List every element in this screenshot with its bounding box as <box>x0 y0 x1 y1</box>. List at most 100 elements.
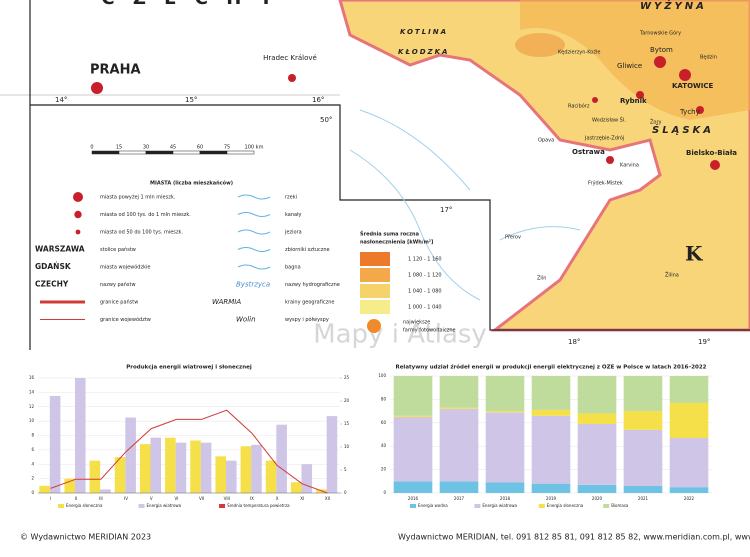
legend-sample: GDAŃSK <box>35 262 72 271</box>
scale-label: 75 <box>224 145 230 151</box>
solar-swatch <box>360 268 390 282</box>
x-tick-label: X <box>276 496 279 501</box>
legend-text: miasta wojewódzkie <box>100 264 150 271</box>
legend-symbol <box>73 192 83 202</box>
bar-segment <box>623 485 663 493</box>
footer-right: Wydawnictwo MERIDIAN, tel. 091 812 85 81… <box>398 533 750 542</box>
city: Bytom <box>650 46 673 54</box>
solar-swatch <box>360 284 390 298</box>
city: Kędzierzyn-Koźle <box>558 49 600 56</box>
scale-segment <box>145 150 174 155</box>
bar <box>165 437 176 493</box>
y-tick-label: 40 <box>381 443 387 448</box>
degree: 19° <box>698 338 710 346</box>
legend-label: Średnia temperatura powietrza <box>227 503 290 508</box>
bar-segment <box>531 409 571 416</box>
x-tick-label: VI <box>174 496 178 501</box>
y-tick-label: 0 <box>31 490 34 495</box>
legend-swatch <box>410 504 416 508</box>
city: Frýdek-Místek <box>588 180 623 187</box>
y-tick-label: 10 <box>29 418 35 423</box>
scale-label: 30 <box>143 145 149 151</box>
x-tick-label: 2022 <box>684 496 695 501</box>
map-art <box>0 0 750 350</box>
legend-swatch <box>603 504 610 508</box>
region: K <box>685 242 703 266</box>
bar-segment <box>485 411 525 413</box>
city: Rybnik <box>620 97 647 105</box>
solar-title: nasłonecznienia [kWh/m²] <box>360 240 433 246</box>
legend-text: miasta od 100 tys. do 1 mln mieszk. <box>100 212 191 218</box>
farm-label: farmy fotowoltaiczne <box>403 328 456 334</box>
footer-left: © Wydawnictwo MERIDIAN 2023 <box>20 533 151 542</box>
city: Bielsko-Biała <box>686 149 737 157</box>
city: Jastrzębie-Zdrój <box>584 135 624 142</box>
bar-segment <box>623 429 663 486</box>
bar-segment <box>485 482 525 493</box>
bar-segment <box>393 416 433 482</box>
degree: 17° <box>440 206 452 214</box>
bar-segment <box>623 411 663 430</box>
x-tick-label: I <box>50 496 51 501</box>
city: Wodzisław Śl. <box>592 117 626 124</box>
legend-sample: Wolin <box>236 316 256 324</box>
legend-swatch <box>538 504 545 508</box>
legend-symbol <box>237 264 271 270</box>
x-tick-label: XII <box>325 496 330 501</box>
solar-class: 1 040 - 1 080 <box>408 289 442 295</box>
scale-label: 60 <box>197 145 203 151</box>
city: Hradec Králové <box>263 54 317 62</box>
y2-tick-label: 5 <box>344 467 347 472</box>
city: Tarnowskie Góry <box>639 30 681 37</box>
bar-segment <box>439 407 479 409</box>
x-tick-label: 2021 <box>638 496 649 501</box>
bar-segment <box>577 484 617 493</box>
bar-segment <box>577 423 617 485</box>
city: Racibórz <box>568 103 590 110</box>
y-tick-label: 12 <box>29 404 35 409</box>
x-tick-label: 2017 <box>454 496 465 501</box>
bar-segment <box>531 376 571 410</box>
city: PRAHA <box>90 63 141 78</box>
x-tick-label: VII <box>199 496 204 501</box>
legend: MIASTA (liczba mieszkańców) Średnia suma… <box>150 180 456 334</box>
bar <box>64 478 75 493</box>
legend-sample: WARMIA <box>212 298 241 306</box>
degree: 14° <box>55 96 67 104</box>
legend-symbol <box>237 212 271 217</box>
legend-text: miasta powyżej 1 mln mieszk. <box>100 195 176 201</box>
legend-swatch <box>58 504 64 508</box>
line <box>50 409 328 494</box>
legend-label: Energia wiatrowa <box>147 503 182 508</box>
y-tick-label: 2 <box>31 476 34 481</box>
bar <box>200 442 212 493</box>
degree: 16° <box>312 96 324 104</box>
scale-label: 0 <box>90 145 93 151</box>
bar <box>39 485 50 493</box>
legend-symbol <box>237 194 271 200</box>
x-tick-label: 2018 <box>500 496 511 501</box>
bar-segment <box>669 487 709 493</box>
legend-text: nazwy państw <box>100 281 136 288</box>
city: KATOWICE <box>672 82 713 90</box>
legend-title: MIASTA (liczba mieszkańców) <box>150 180 233 187</box>
legend-sample: Bystrzyca <box>236 281 270 289</box>
degree: 50° <box>320 116 332 124</box>
legend-symbol <box>74 210 82 219</box>
scale-segment <box>91 150 120 155</box>
y2-tick-label: 15 <box>344 421 350 426</box>
x-tick-label: IX <box>250 496 254 501</box>
y2-tick-label: 25 <box>344 375 350 380</box>
city: Zlín <box>537 275 546 282</box>
city: Opava <box>538 138 554 144</box>
bar <box>326 416 338 493</box>
bar <box>265 460 277 493</box>
y-tick-label: 0 <box>383 490 386 495</box>
y-tick-label: 20 <box>381 467 387 472</box>
bar-segment <box>531 415 571 484</box>
legend-swatch <box>219 504 226 508</box>
legend-text: stolice państw <box>100 246 136 253</box>
scale-segment <box>172 150 201 155</box>
bar <box>251 444 262 493</box>
